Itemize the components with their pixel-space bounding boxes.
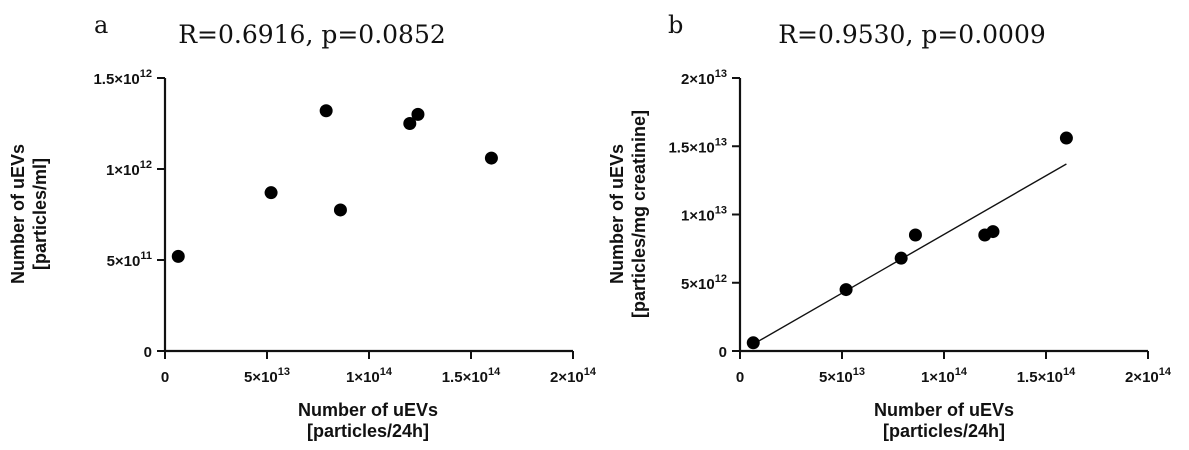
panel-b: b R=0.9530, p=0.0009 0 5×1013 1×1014 1.5×10… [607, 11, 1172, 441]
panel-b-data-point [894, 251, 908, 265]
panel-b-x-label-line1: Number of uEVs [874, 400, 1014, 420]
panel-a-y-tick-label-base: 0 [144, 344, 152, 361]
panel-a-x-tick-label: 1×1014 [346, 366, 393, 386]
panel-a-x-tick-label-exponent: 14 [584, 366, 597, 378]
panel-a-x-label-line2: [particles/24h] [307, 421, 429, 441]
panel-b-y-tick-label-base: 1.5×10 [668, 139, 714, 156]
panel-a-letter: a [94, 11, 108, 39]
panel-b-y-tick-label-base: 2×10 [681, 71, 715, 88]
panel-a-title: R=0.6916, p=0.0852 [178, 20, 446, 49]
panel-b-x-label-line2: [particles/24h] [883, 421, 1005, 441]
panel-b-y-tick-label: 5×1012 [681, 273, 727, 293]
panel-a-x-label-line1: Number of uEVs [298, 400, 438, 420]
panel-b-data-point [1059, 131, 1073, 145]
panel-b-x-tick-label-base: 2×10 [1125, 369, 1159, 386]
panel-b-y-tick-label: 2×1013 [681, 68, 727, 88]
panel-a-y-tick-label-base: 5×10 [107, 253, 141, 270]
panel-a-y-tick-label-exponent: 12 [140, 68, 152, 80]
panel-a-y-label-line1: Number of uEVs [8, 144, 28, 284]
panel-b-fit-line [752, 163, 1067, 345]
panel-a-y-tick-label-exponent: 11 [140, 250, 152, 262]
panel-a-y-tick-label-exponent: 12 [140, 159, 152, 171]
panel-b-y-tick-label: 0 [719, 344, 727, 361]
panel-b-y-tick-label: 1.5×1013 [668, 136, 727, 156]
panel-a-data-point [403, 117, 417, 130]
panel-a-x-tick-label-base: 5×10 [244, 369, 278, 386]
panel-b-x-tick-label-base: 1.5×10 [1017, 369, 1063, 386]
panel-b-y-tick-label-base: 0 [719, 344, 727, 361]
panel-a: a R=0.6916, p=0.0852 0 5×1013 1×1014 1.5×10… [8, 11, 597, 441]
panel-a-x-tick-label-base: 1.5×10 [442, 369, 488, 386]
panel-b-x-tick-label: 5×1013 [819, 366, 865, 386]
panel-a-x-tick-label-exponent: 14 [380, 366, 393, 378]
panel-b-data-point [746, 336, 760, 350]
panel-a-y-tick-label-base: 1×10 [106, 162, 140, 179]
panel-a-data-point [333, 203, 347, 217]
panel-b-x-tick-label-exponent: 14 [955, 366, 968, 378]
panel-b-x-tick-label-base: 1×10 [921, 369, 955, 386]
panel-a-x-tick-label: 0 [161, 369, 169, 386]
panel-b-y-label-line2: [particles/mg creatinine] [629, 110, 649, 318]
panel-b-x-tick-label: 2×1014 [1125, 366, 1172, 386]
panel-b-y-label-line1: Number of uEVs [607, 144, 627, 284]
panel-a-data-point [319, 104, 333, 118]
panel-b-y-tick-label-base: 5×10 [681, 276, 715, 293]
panel-a-x-tick-label-base: 1×10 [346, 369, 380, 386]
panel-a-y-tick-label: 1×1012 [106, 159, 152, 179]
panel-a-x-tick-label-base: 2×10 [550, 369, 584, 386]
panel-b-x-tick-label-exponent: 13 [853, 366, 865, 378]
panel-a-x-tick-label-exponent: 13 [278, 366, 290, 378]
panel-b-data-point [908, 228, 922, 242]
panel-a-y-tick-label: 1.5×1012 [93, 68, 152, 88]
panel-b-y-tick-label-exponent: 12 [715, 273, 727, 285]
panel-b-x-tick-label-base: 0 [736, 369, 744, 386]
panel-b-x-tick-label: 1.5×1014 [1017, 366, 1076, 386]
panel-a-x-tick-label-exponent: 14 [488, 366, 501, 378]
panel-b-x-tick-label-exponent: 14 [1063, 366, 1076, 378]
panel-a-y-tick-label-base: 1.5×10 [93, 71, 139, 88]
panel-a-y-tick-label: 0 [144, 344, 152, 361]
panel-b-letter: b [668, 11, 683, 39]
panel-a-data-point [264, 186, 278, 200]
panel-a-x-tick-label-base: 0 [161, 369, 169, 386]
panel-a-data-point [171, 249, 185, 263]
panel-a-y-tick-label: 5×1011 [107, 250, 152, 270]
panel-b-y-tick-label: 1×1013 [681, 205, 727, 225]
panel-b-x-tick-label-base: 5×10 [819, 369, 853, 386]
panel-a-x-tick-label: 2×1014 [550, 366, 597, 386]
panel-b-x-tick-label-exponent: 14 [1159, 366, 1172, 378]
panel-b-y-tick-label-exponent: 13 [715, 205, 727, 217]
panel-b-y-tick-label-exponent: 13 [715, 136, 727, 148]
panel-b-y-tick-label-base: 1×10 [681, 208, 715, 225]
panel-a-data-point [411, 107, 425, 121]
panel-a-x-tick-label: 1.5×1014 [442, 366, 501, 386]
panel-b-x-tick-label: 1×1014 [921, 366, 968, 386]
panel-b-title: R=0.9530, p=0.0009 [778, 20, 1046, 49]
panel-b-data-point [986, 225, 1000, 239]
panel-b-x-tick-label: 0 [736, 369, 744, 386]
panel-b-y-tick-label-exponent: 13 [715, 68, 727, 80]
panel-a-y-label-line2: [particles/ml] [30, 158, 50, 270]
panel-a-x-tick-label: 5×1013 [244, 366, 290, 386]
panel-a-data-point [484, 151, 498, 165]
panel-b-data-point [839, 283, 853, 297]
